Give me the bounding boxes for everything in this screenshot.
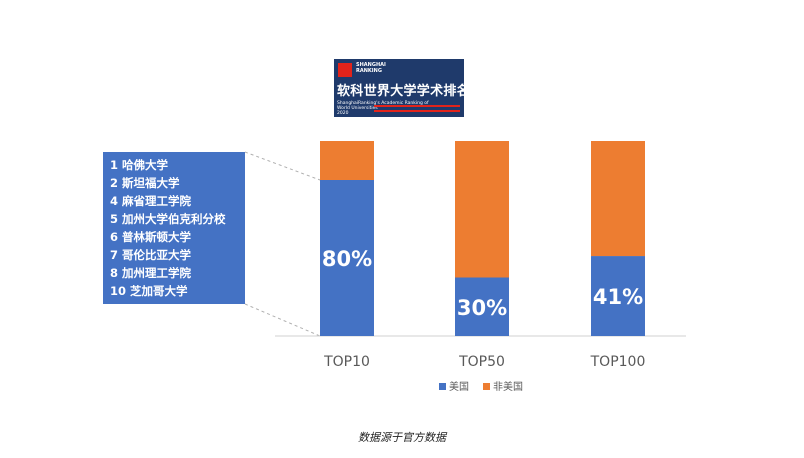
university-list-item: 4 麻省理工学院 xyxy=(110,194,191,208)
university-list-item: 1 哈佛大学 xyxy=(110,158,168,172)
university-name: 麻省理工学院 xyxy=(122,194,192,208)
shanghai-ranking-logo: SHANGHAI RANKING 软科世界大学学术排名 ShanghaiRank… xyxy=(334,59,470,117)
logo-mark-icon xyxy=(338,63,352,77)
bar-usa xyxy=(320,180,374,336)
logo-subtitle-line2: World Universities xyxy=(337,106,378,111)
x-tick-label: TOP100 xyxy=(590,354,646,370)
university-rank: 2 xyxy=(110,176,123,190)
university-rank: 4 xyxy=(110,194,123,208)
data-label: 41% xyxy=(593,285,643,309)
logo-title: 软科世界大学学术排名 xyxy=(337,84,471,99)
university-rank: 7 xyxy=(110,248,123,262)
logo-brand-line2: RANKING xyxy=(356,68,382,74)
university-rank: 5 xyxy=(110,212,123,226)
source-note: 数据源于官方数据 xyxy=(358,431,446,444)
top10-university-list: 1 哈佛大学 2 斯坦福大学 4 麻省理工学院 5 加州大学伯克利分校 6 普林斯顿大学… xyxy=(103,152,245,304)
university-list-item: 10 芝加哥大学 xyxy=(110,284,188,298)
legend-swatch-non-usa xyxy=(483,383,490,390)
university-name: 加州大学伯克利分校 xyxy=(122,212,226,226)
logo-stripe xyxy=(374,105,460,107)
connector-line xyxy=(244,303,321,337)
logo-brand: SHANGHAI RANKING xyxy=(356,62,386,74)
university-name: 加州理工学院 xyxy=(122,266,192,280)
university-list-item: 6 普林斯顿大学 xyxy=(110,230,191,244)
connector-line xyxy=(244,151,321,181)
logo-year: 2020 xyxy=(337,111,349,116)
university-name: 哈佛大学 xyxy=(122,158,169,172)
university-name: 芝加哥大学 xyxy=(130,284,188,298)
logo-brand-line1: SHANGHAI xyxy=(356,62,386,68)
legend-label-non-usa: 非美国 xyxy=(493,380,523,393)
legend-swatch-usa xyxy=(439,383,446,390)
logo-subtitle-line1: ShanghaiRanking's Academic Ranking of xyxy=(337,101,429,106)
data-label: 30% xyxy=(457,296,507,320)
bar-non-usa xyxy=(591,141,645,257)
university-rank: 10 xyxy=(110,284,131,298)
university-list-item: 5 加州大学伯克利分校 xyxy=(110,212,226,226)
university-name: 普林斯顿大学 xyxy=(122,230,192,244)
data-label: 80% xyxy=(322,247,372,271)
university-list-item: 8 加州理工学院 xyxy=(110,266,191,280)
university-rank: 6 xyxy=(110,230,123,244)
university-rank: 8 xyxy=(110,266,123,280)
bar-non-usa xyxy=(320,141,374,180)
logo-stripe xyxy=(374,110,460,112)
university-list-item: 7 哥伦比亚大学 xyxy=(110,248,191,262)
legend-label-usa: 美国 xyxy=(449,380,469,393)
logo-subtitle: ShanghaiRanking's Academic Ranking of Wo… xyxy=(337,101,429,116)
bar-non-usa xyxy=(455,141,509,278)
university-name: 哥伦比亚大学 xyxy=(122,248,192,262)
x-tick-label: TOP10 xyxy=(323,354,370,370)
university-name: 斯坦福大学 xyxy=(122,176,180,190)
x-tick-label: TOP50 xyxy=(458,354,505,370)
bar-usa xyxy=(455,277,509,336)
bar-usa xyxy=(591,256,645,336)
university-rank: 1 xyxy=(110,158,123,172)
university-list-item: 2 斯坦福大学 xyxy=(110,176,180,190)
